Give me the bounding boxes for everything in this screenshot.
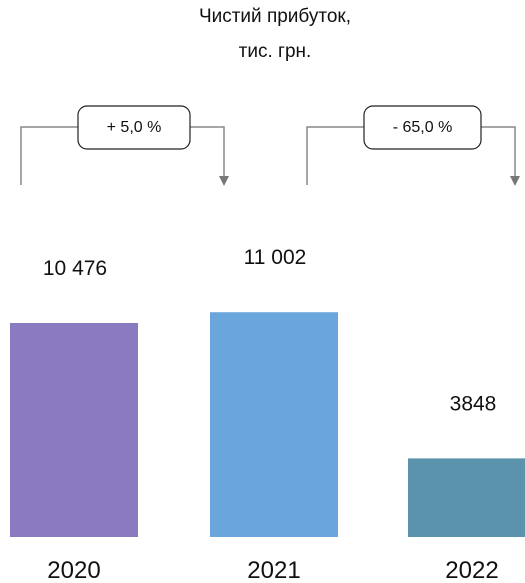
change-connectors: + 5,0 % - 65,0 % bbox=[20, 105, 520, 186]
category-label-2021: 2021 bbox=[247, 557, 300, 583]
bar-2022 bbox=[408, 458, 525, 537]
bar-2020 bbox=[10, 322, 138, 537]
change-box-0 bbox=[77, 105, 191, 150]
bars-group: 10 476 2020 11 002 2021 3848 2022 bbox=[10, 246, 525, 583]
bar-2021 bbox=[210, 312, 338, 537]
change-label-1: - 65,0 % bbox=[393, 119, 453, 136]
change-box-1 bbox=[363, 105, 482, 150]
change-label-0: + 5,0 % bbox=[107, 119, 162, 136]
value-label-2022: 3848 bbox=[450, 392, 497, 415]
chart-title-line-2: тис. грн. bbox=[239, 41, 312, 62]
category-label-2020: 2020 bbox=[47, 557, 100, 583]
change-arrowhead-1 bbox=[510, 176, 520, 186]
value-label-2021: 11 002 bbox=[244, 246, 307, 269]
chart-title-line-1: Чистий прибуток, bbox=[199, 6, 351, 27]
change-arrowhead-0 bbox=[219, 176, 229, 186]
value-label-2020: 10 476 bbox=[43, 257, 107, 280]
category-label-2022: 2022 bbox=[445, 557, 498, 583]
